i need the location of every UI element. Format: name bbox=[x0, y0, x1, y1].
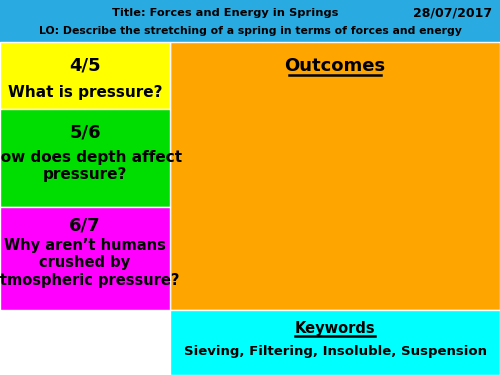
FancyBboxPatch shape bbox=[0, 207, 170, 310]
Text: Sieving, Filtering, Insoluble, Suspension: Sieving, Filtering, Insoluble, Suspensio… bbox=[184, 345, 486, 358]
Text: Title: Forces and Energy in Springs: Title: Forces and Energy in Springs bbox=[112, 8, 338, 18]
Text: 4/5: 4/5 bbox=[69, 57, 101, 75]
FancyBboxPatch shape bbox=[0, 0, 500, 42]
Text: What is pressure?: What is pressure? bbox=[8, 85, 162, 100]
Text: 28/07/2017: 28/07/2017 bbox=[413, 6, 492, 20]
Text: Why aren’t humans
crushed by
atmospheric pressure?: Why aren’t humans crushed by atmospheric… bbox=[0, 238, 180, 288]
Text: 5/6: 5/6 bbox=[69, 123, 101, 141]
FancyBboxPatch shape bbox=[170, 42, 500, 310]
Text: How does depth affect
pressure?: How does depth affect pressure? bbox=[0, 150, 182, 182]
Text: Keywords: Keywords bbox=[294, 321, 376, 336]
Text: Outcomes: Outcomes bbox=[284, 57, 386, 75]
FancyBboxPatch shape bbox=[0, 109, 170, 207]
Text: 6/7: 6/7 bbox=[69, 216, 101, 234]
Text: LO: Describe the stretching of a spring in terms of forces and energy: LO: Describe the stretching of a spring … bbox=[38, 26, 462, 36]
FancyBboxPatch shape bbox=[170, 310, 500, 375]
FancyBboxPatch shape bbox=[0, 42, 170, 109]
